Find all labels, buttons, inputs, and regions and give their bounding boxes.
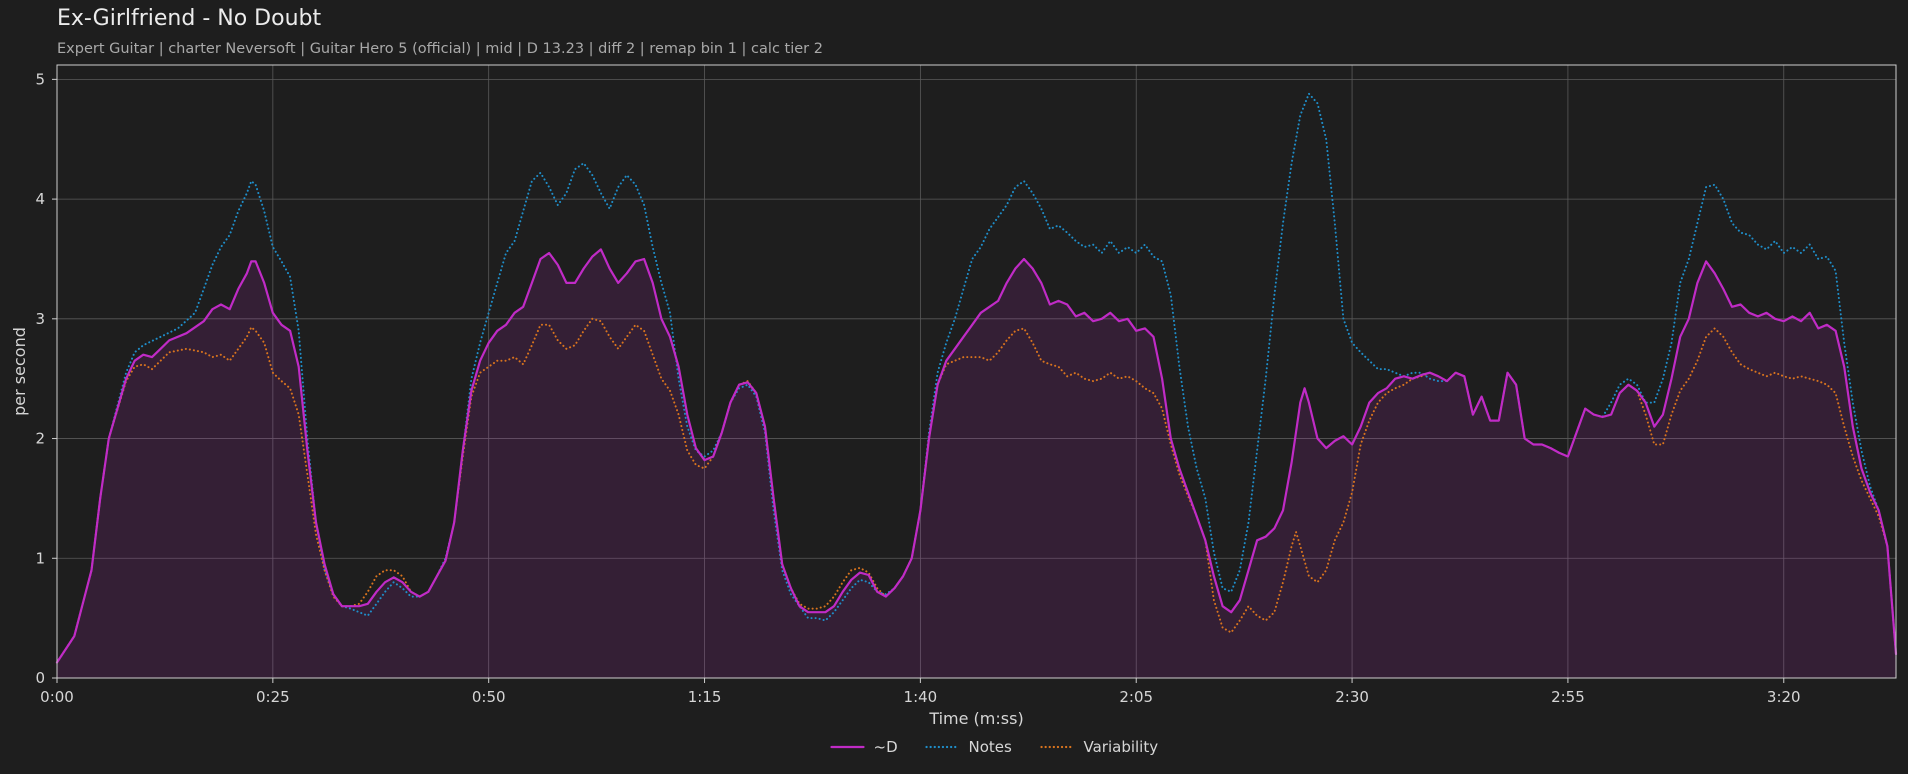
- x-tick-label: 1:15: [688, 688, 722, 706]
- y-tick-label: 5: [35, 70, 45, 88]
- series-d-area: [57, 249, 1896, 678]
- series-notes-line: [56, 92, 1897, 664]
- x-tick-label: 2:30: [1335, 688, 1369, 706]
- y-tick-label: 1: [35, 549, 45, 567]
- legend-label-notes: Notes: [969, 738, 1013, 756]
- legend: ~D Notes Variability: [830, 738, 1159, 756]
- legend-label-variability: Variability: [1084, 738, 1159, 756]
- x-tick-label: 3:20: [1767, 688, 1801, 706]
- x-tick-label: 0:25: [256, 688, 290, 706]
- y-tick-label: 0: [35, 669, 45, 687]
- series-d-line: [55, 248, 1898, 664]
- y-tick-label: 4: [35, 190, 45, 208]
- x-tick-label: 0:50: [472, 688, 506, 706]
- y-tick-label: 3: [35, 310, 45, 328]
- y-axis-title: per second: [10, 327, 29, 416]
- tick-layer: 0:00 0:25 0:50 1:15 1:40 2:05 2:30 2:55 3:20 0 1 2 3…: [35, 70, 1800, 706]
- plot-frame: [56, 64, 1897, 679]
- y-tick-label: 2: [35, 430, 45, 448]
- chart-subtitle: Expert Guitar | charter Neversoft | Guit…: [57, 41, 823, 57]
- x-axis-title: Time (m:ss): [928, 709, 1023, 728]
- plot-area: [57, 65, 1896, 678]
- x-tick-label: 2:55: [1551, 688, 1585, 706]
- x-tick-label: 1:40: [904, 688, 938, 706]
- x-tick-label: 0:00: [40, 688, 74, 706]
- series-layer: [55, 92, 1898, 678]
- x-tick-label: 2:05: [1119, 688, 1153, 706]
- legend-label-d: ~D: [874, 738, 898, 756]
- chart-title: Ex-Girlfriend - No Doubt: [57, 6, 322, 31]
